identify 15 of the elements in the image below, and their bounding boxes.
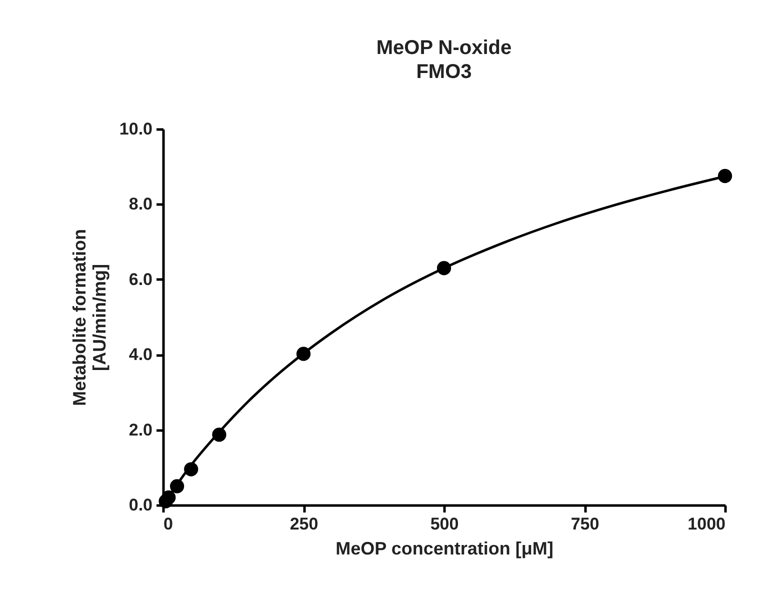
y-axis-title: Metabolite formation [AU/min/mg]	[69, 228, 110, 406]
x-tick-label: 500	[430, 514, 459, 534]
x-tick-label: 250	[290, 514, 318, 534]
y-tick-label: 6.0	[128, 270, 152, 289]
x-axis-title: MeOP concentration [μM]	[336, 538, 554, 558]
x-tick-label: 1000	[688, 514, 726, 534]
y-tick-label: 10.0	[119, 120, 152, 138]
y-tick-label: 8.0	[128, 194, 152, 214]
x-tick-label: 750	[570, 514, 600, 534]
chart-subtitle: FMO3	[416, 61, 472, 83]
y-tick-label: 2.0	[128, 420, 152, 440]
y-tick-label: 4.0	[128, 345, 152, 364]
x-tick-label: 0	[164, 514, 173, 534]
chart-title: MeOP N-oxide	[376, 37, 512, 59]
y-tick-label: 0.0	[128, 496, 152, 514]
